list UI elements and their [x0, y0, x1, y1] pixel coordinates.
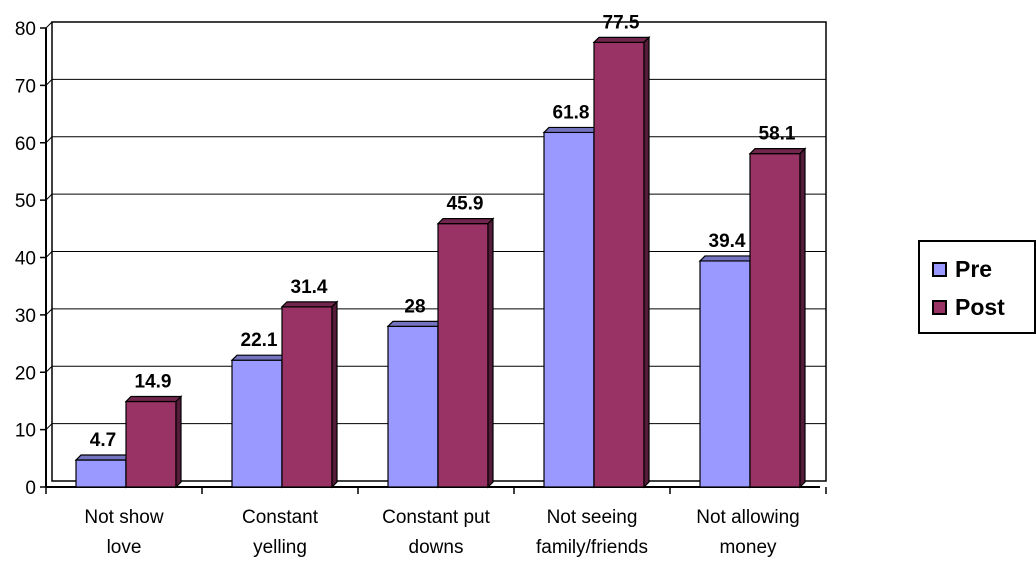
legend-label-post: Post: [955, 294, 1005, 320]
x-tick-label: Constant put downs: [382, 507, 490, 558]
y-tick-label: 40: [15, 249, 36, 270]
gridline-depth: [45, 21, 53, 29]
data-label-pre: 61.8: [553, 102, 590, 123]
data-label-post: 14.9: [135, 372, 172, 393]
legend: Pre Post: [918, 240, 1036, 334]
bar-pre: [542, 125, 601, 489]
legend-swatch-pre: [932, 262, 947, 277]
legend-item-pre: Pre: [932, 256, 992, 283]
legend-label-pre: Pre: [955, 256, 993, 282]
bars: [74, 35, 807, 489]
legend-swatch-post: [932, 300, 947, 315]
y-tick-label: 60: [15, 134, 36, 155]
legend-item-post: Post: [932, 294, 1005, 321]
y-tick-label: 70: [15, 76, 36, 97]
data-labels: 4.7 14.9 22.1 31.4 28 45.9 61.8 77.5 39.4 58.1: [90, 12, 796, 451]
data-label-pre: 28: [404, 296, 425, 317]
y-tick-label: 80: [15, 19, 36, 40]
bar-post: [124, 395, 183, 489]
bar-pre: [230, 353, 289, 489]
y-tick-label: 30: [15, 306, 36, 327]
data-label-pre: 4.7: [90, 430, 116, 451]
y-tick-label: 0: [25, 478, 36, 499]
bar-post: [592, 35, 651, 489]
x-tick-label: Not show love: [84, 507, 163, 558]
x-tick-label: Not allowing money: [696, 507, 800, 558]
bar-pre: [386, 319, 445, 489]
bar-pre: [74, 453, 133, 489]
data-label-post: 77.5: [603, 12, 640, 33]
y-tick-label: 50: [15, 191, 36, 212]
data-label-pre: 39.4: [709, 231, 746, 252]
x-tick-label: Not seeing family/friends: [536, 507, 648, 558]
x-tick-label: Constant yelling: [242, 507, 319, 558]
data-label-post: 58.1: [759, 124, 796, 145]
data-label-pre: 22.1: [241, 330, 278, 351]
bar-post: [436, 217, 495, 489]
data-label-post: 45.9: [447, 194, 484, 215]
y-tick-label: 10: [15, 421, 36, 442]
bar-post: [748, 147, 807, 489]
bar-pre: [698, 254, 757, 489]
data-label-post: 31.4: [291, 277, 328, 298]
y-tick-label: 20: [15, 363, 36, 384]
bar-post: [280, 300, 339, 489]
